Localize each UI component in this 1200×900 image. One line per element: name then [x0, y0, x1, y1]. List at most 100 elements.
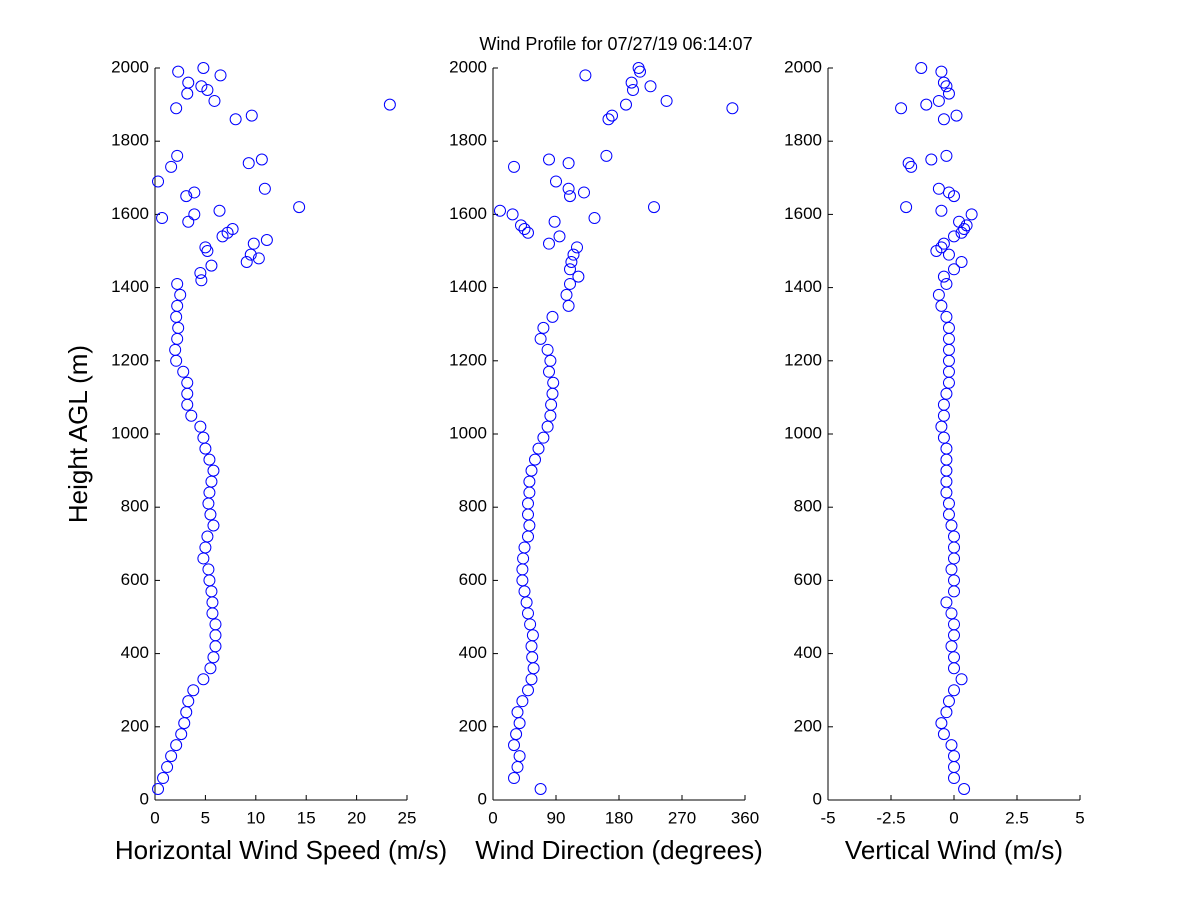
x-tick-label: 15 [297, 808, 316, 827]
data-point [182, 76, 195, 89]
data-point [543, 153, 555, 166]
x-axis-label: Vertical Wind (m/s) [845, 835, 1063, 865]
data-point [564, 190, 576, 203]
y-tick-label: 2000 [111, 57, 149, 76]
data-point [522, 226, 534, 239]
data-point [935, 717, 948, 730]
data-point [562, 182, 575, 195]
y-tick-label: 600 [794, 570, 822, 589]
data-point [602, 113, 615, 126]
y-tick-label: 2000 [784, 57, 822, 76]
data-point [180, 190, 193, 203]
data-point [627, 83, 639, 96]
data-point [942, 248, 955, 261]
data-point [204, 662, 217, 675]
data-point [955, 255, 968, 268]
x-tick-label: -5 [820, 808, 835, 827]
data-point [518, 223, 531, 236]
x-tick-label: 0 [488, 808, 497, 827]
data-point [562, 157, 575, 170]
data-point [208, 94, 221, 107]
data-point [935, 420, 948, 433]
data-point [905, 160, 918, 173]
data-point [175, 728, 188, 741]
data-point [260, 234, 273, 247]
data-point [532, 442, 545, 455]
data-point [255, 153, 268, 166]
y-tick-label: 1200 [111, 350, 149, 369]
y-tick-label: 1000 [449, 423, 487, 442]
data-point [201, 83, 214, 96]
data-point [937, 270, 950, 283]
data-point [925, 153, 938, 166]
data-point [948, 651, 960, 664]
data-point [567, 248, 580, 261]
data-point [165, 160, 178, 173]
data-point [948, 684, 960, 697]
data-point [171, 299, 184, 312]
data-point [240, 255, 253, 268]
data-point [942, 321, 955, 334]
data-point [940, 80, 953, 93]
data-point [515, 219, 527, 232]
data-point [197, 431, 210, 444]
x-tick-label: 270 [668, 808, 696, 827]
data-point [915, 62, 928, 74]
data-point [522, 684, 534, 697]
data-point [245, 109, 258, 122]
y-tick-label: 1800 [449, 131, 487, 150]
data-point [945, 739, 958, 752]
data-point [958, 783, 971, 796]
data-point [588, 212, 601, 225]
data-point [937, 113, 950, 126]
data-point [948, 574, 960, 587]
data-point [648, 201, 660, 214]
data-point [187, 684, 200, 697]
data-point [606, 109, 618, 122]
data-point [937, 431, 950, 444]
data-point [258, 182, 271, 195]
data-point [293, 201, 306, 214]
data-point [213, 204, 226, 217]
data-point [209, 618, 222, 631]
data-point [937, 237, 950, 250]
data-point [152, 783, 165, 796]
data-point [188, 208, 201, 221]
data-point [578, 186, 590, 199]
data-point [513, 750, 526, 763]
data-point [506, 208, 519, 221]
y-tick-label: 200 [459, 716, 487, 735]
data-point [197, 62, 210, 74]
x-tick-label: 5 [1075, 808, 1084, 827]
x-tick-label: 5 [201, 808, 210, 827]
data-point [945, 563, 958, 576]
data-point [932, 94, 945, 107]
data-point [726, 102, 739, 115]
data-point [529, 453, 541, 466]
data-point [960, 219, 973, 232]
data-point [152, 175, 165, 188]
data-point [226, 223, 239, 236]
y-tick-label: 1600 [449, 204, 487, 223]
data-point [948, 230, 960, 243]
data-point [940, 310, 953, 323]
data-point [660, 94, 673, 107]
data-point [207, 464, 220, 477]
data-point [518, 541, 531, 554]
data-point [177, 365, 190, 378]
data-point [547, 376, 560, 389]
data-point [560, 288, 573, 301]
data-point [948, 263, 960, 276]
data-point [205, 259, 218, 272]
data-point [625, 76, 638, 89]
data-point [172, 65, 185, 78]
data-point [564, 263, 576, 276]
data-point [940, 442, 953, 455]
data-point [935, 299, 948, 312]
y-tick-label: 1400 [784, 277, 822, 296]
y-tick-label: 200 [794, 716, 822, 735]
y-tick-label: 1800 [111, 131, 149, 150]
data-point [937, 76, 950, 89]
